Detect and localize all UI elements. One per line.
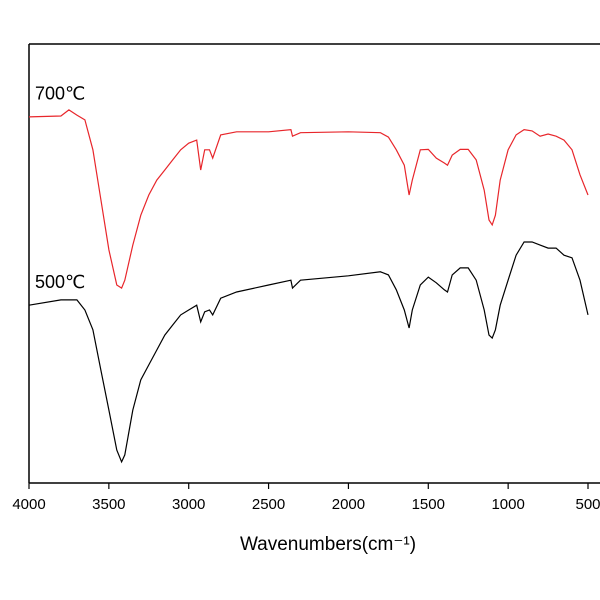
spectrum-line bbox=[28, 109, 589, 289]
x-tick-label: 4000 bbox=[12, 496, 45, 513]
x-tick-label: 1500 bbox=[412, 496, 445, 513]
x-axis-title: Wavenumbers(cm⁻¹) bbox=[240, 534, 416, 555]
x-tick-label: 1000 bbox=[491, 496, 524, 513]
series-label: 700℃ bbox=[35, 84, 85, 104]
x-tick-label: 2000 bbox=[332, 496, 365, 513]
x-tick-label: 3000 bbox=[172, 496, 205, 513]
series-label: 500℃ bbox=[35, 272, 85, 292]
x-tick-label: 500 bbox=[575, 496, 600, 513]
x-tick-label: 2500 bbox=[252, 496, 285, 513]
spectrum-line bbox=[28, 241, 589, 464]
x-tick-label: 3500 bbox=[92, 496, 125, 513]
